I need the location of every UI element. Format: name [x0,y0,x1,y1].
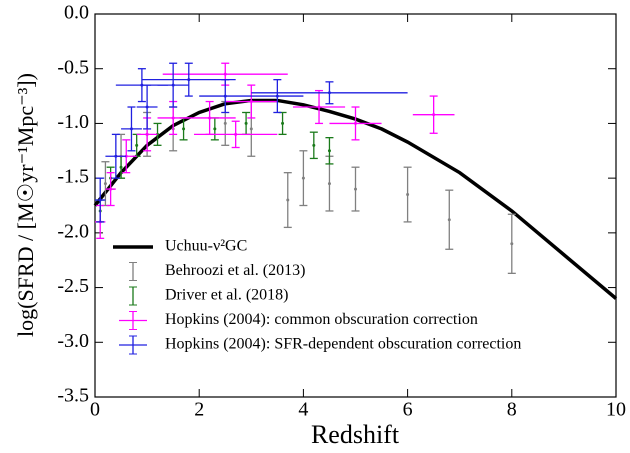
y-tick-label: -3.0 [57,330,89,352]
point [249,100,253,104]
point [135,143,139,147]
point [223,121,227,125]
point [109,187,113,191]
y-tick-label: 0.0 [64,2,89,24]
point [354,121,357,125]
point [114,154,118,158]
point [354,187,357,191]
point [182,127,186,131]
point [145,105,149,109]
y-tick-label: -2.5 [57,275,89,297]
point [286,198,290,202]
point [327,149,331,153]
legend-label: Uchuu-ν²GC [165,238,247,255]
point [317,105,321,109]
point [510,242,514,246]
point [171,83,175,87]
legend-label: Hopkins (2004): common obscuration corre… [165,311,478,328]
point [301,176,305,180]
point [140,83,144,87]
point [249,127,253,131]
legend-label: Driver et al. (2018) [165,287,289,304]
point [171,116,175,120]
point [129,127,133,131]
point [312,143,316,147]
point [223,94,227,98]
point [145,132,149,136]
y-tick-label: -3.5 [57,385,89,407]
x-tick-label: 4 [298,399,308,421]
point [119,165,123,169]
x-tick-label: 8 [507,399,517,421]
point [187,78,191,82]
y-axis-label: log(SFRD / [M☉yr⁻¹Mpc⁻³]) [13,73,38,337]
legend-label: Hopkins (2004): SFR-dependent obscuratio… [165,336,521,353]
point [432,113,436,117]
y-tick-label: -2.0 [57,220,89,242]
point [223,72,227,76]
x-tick-label: 2 [194,399,204,421]
point [234,132,238,136]
y-tick-label: -1.5 [57,166,89,188]
model-line [93,98,618,300]
point [327,91,331,95]
point [406,193,410,197]
legend-label: Behroozi et al. (2013) [165,262,305,279]
y-tick-label: -1.0 [57,111,89,133]
y-tick-label: -0.5 [57,56,89,78]
point [208,116,212,120]
x-tick-label: 10 [606,399,626,421]
point [213,127,217,131]
point [281,121,285,125]
x-tick-label: 0 [90,399,100,421]
point [103,182,107,186]
point [327,182,331,186]
point [244,121,248,125]
x-tick-label: 6 [403,399,413,421]
point [275,94,279,98]
point [98,198,102,202]
point [447,218,451,222]
x-axis-label: Redshift [311,420,400,449]
